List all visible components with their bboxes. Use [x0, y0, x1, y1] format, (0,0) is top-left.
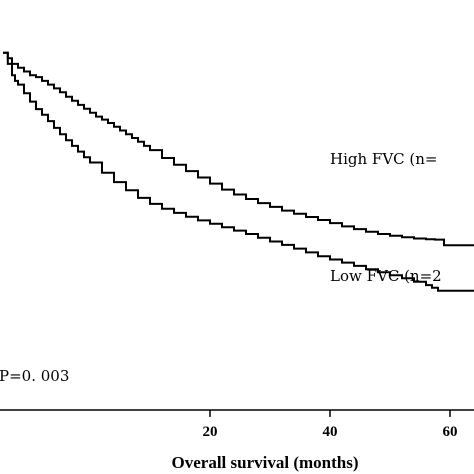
series-line-low-fvc — [3, 51, 474, 292]
series-label-high-fvc: High FVC (n= — [330, 150, 437, 168]
p-value-annotation: P=0. 003 — [0, 367, 69, 385]
x-tick-label-40: 40 — [323, 424, 338, 440]
series-line-high-fvc — [3, 51, 474, 247]
x-tick-label-20: 20 — [203, 424, 218, 440]
x-tick-label-60: 60 — [443, 424, 458, 440]
series-label-low-fvc: Low FVC (n=2 — [330, 267, 442, 285]
survival-curves — [3, 51, 474, 292]
x-axis-title: Overall survival (months) — [172, 453, 359, 472]
x-axis-ticks: 20 40 60 — [203, 410, 458, 440]
